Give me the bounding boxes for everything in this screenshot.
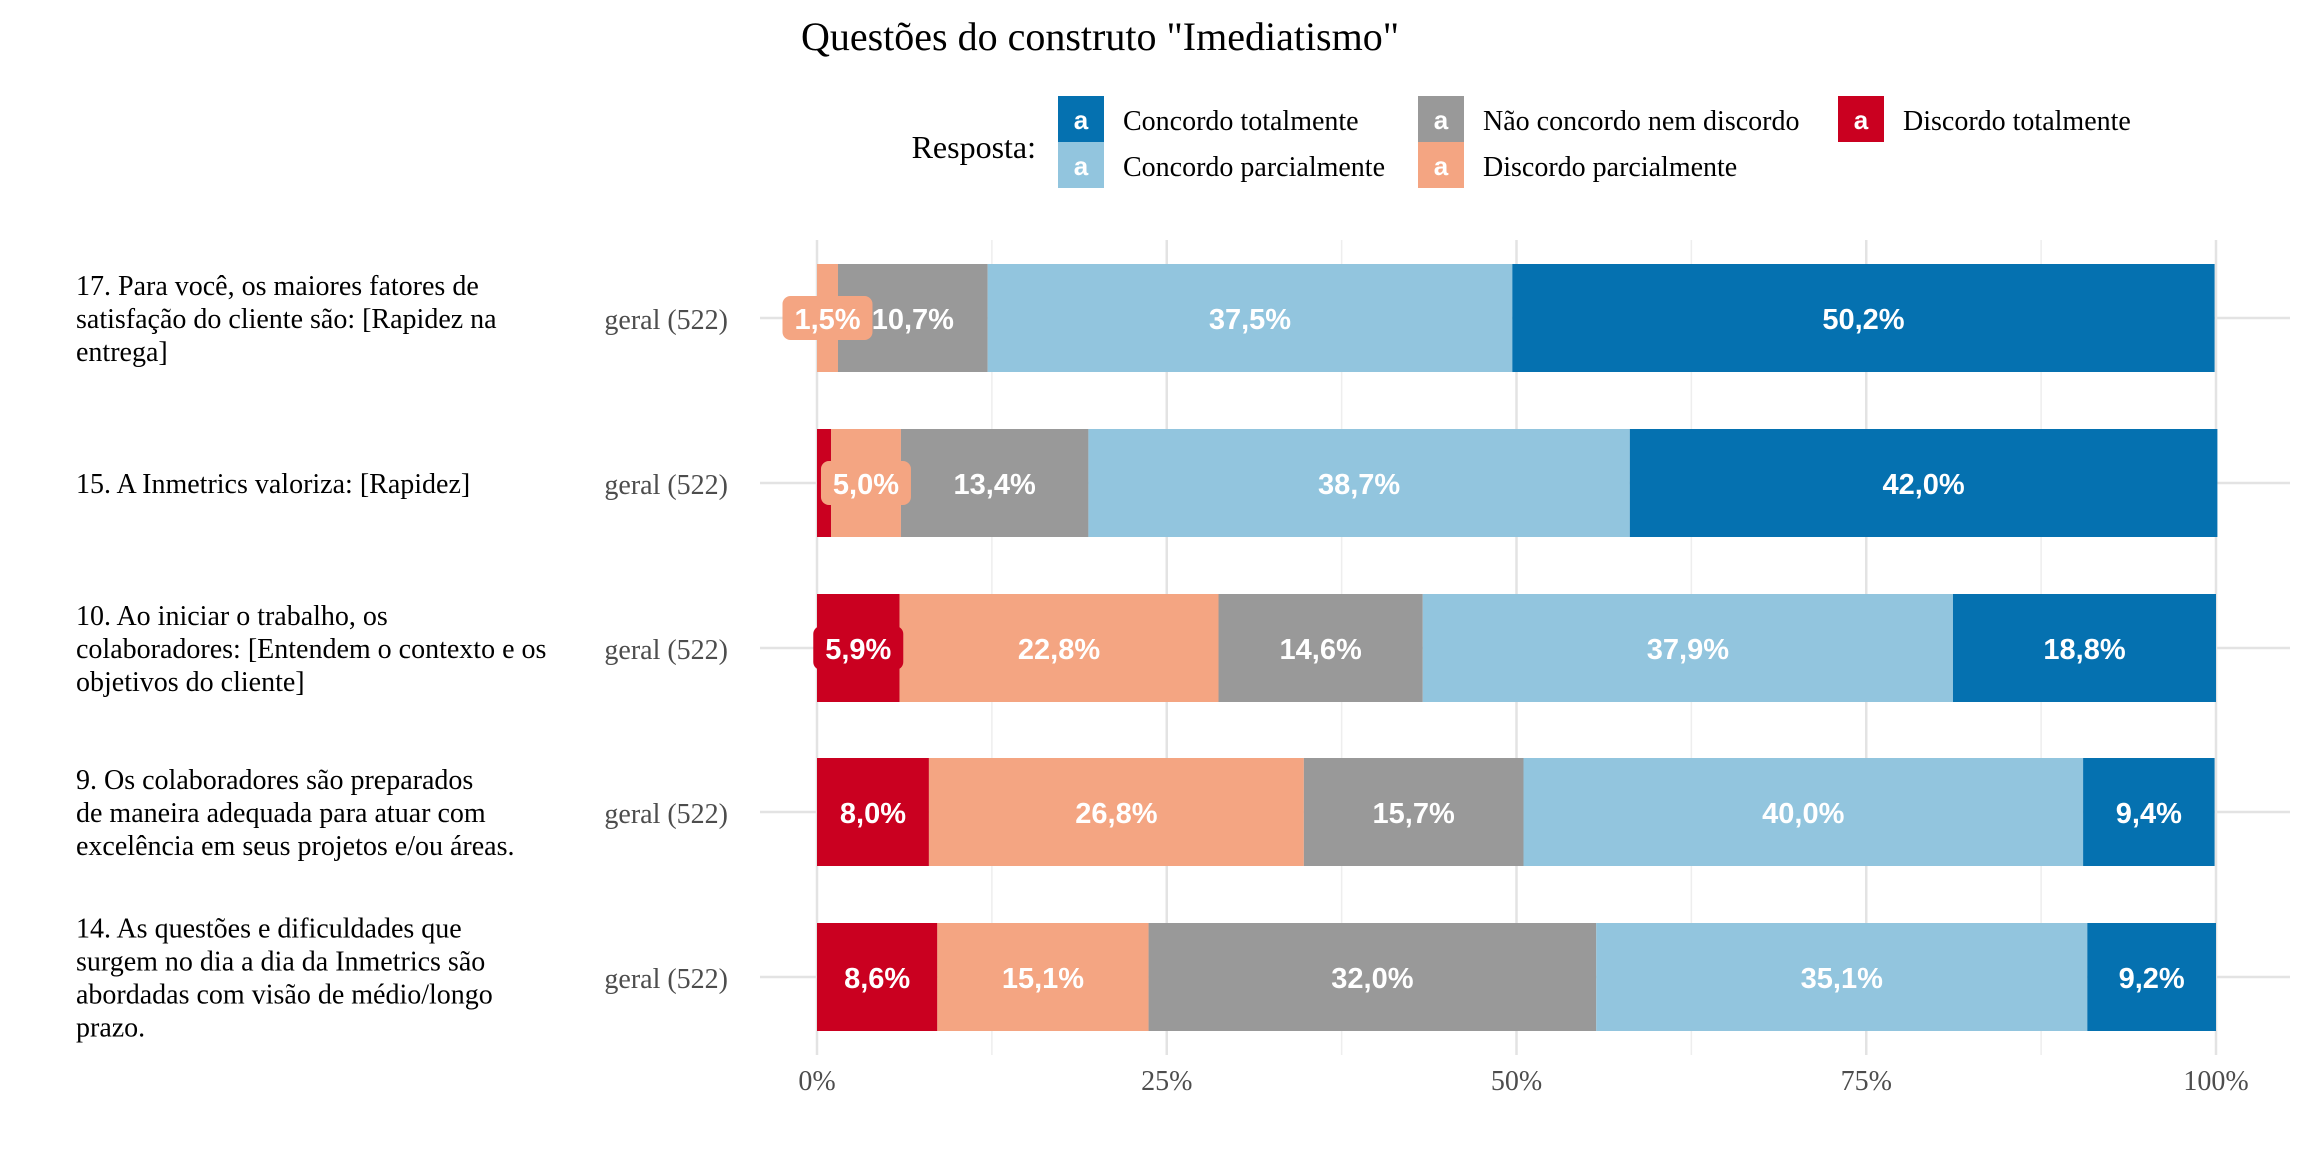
bar-segment — [937, 923, 1149, 1031]
data-label: 8,0% — [840, 798, 906, 830]
question-label: 17. Para você, os maiores fatores de sati… — [76, 271, 497, 368]
data-label: 50,2% — [1822, 304, 1904, 336]
legend-swatch — [1838, 96, 1884, 142]
data-label: 18,8% — [2043, 634, 2125, 666]
data-label: 40,0% — [1762, 798, 1844, 830]
question-label-line: colaboradores: [Entendem o contexto e os — [76, 634, 546, 665]
data-label: 37,5% — [1209, 304, 1291, 336]
bar-segment — [900, 429, 1089, 537]
data-label-box — [782, 296, 873, 340]
chart-title: Questões do construto "Imediatismo" — [801, 14, 1399, 59]
data-label: 13,4% — [954, 469, 1036, 501]
data-label: 15,7% — [1373, 798, 1455, 830]
legend-item-label: Discordo totalmente — [1903, 106, 2131, 137]
legend-swatch — [1058, 142, 1104, 188]
data-label: 15,1% — [1002, 963, 1084, 995]
data-label: 37,9% — [1647, 634, 1729, 666]
question-label-line: 10. Ao iniciar o trabalho, os — [76, 601, 388, 632]
x-tick-label: 25% — [1141, 1066, 1192, 1097]
legend-item-label: Não concordo nem discordo — [1483, 106, 1799, 137]
bar-segment — [987, 264, 1513, 372]
question-label-line: entrega] — [76, 337, 168, 368]
x-tick-label: 50% — [1491, 1066, 1542, 1097]
legend-swatch-letter: a — [1074, 105, 1089, 135]
bar-segment — [817, 923, 938, 1031]
data-label: 5,0% — [833, 469, 899, 501]
data-label-box — [813, 626, 904, 670]
bar-segment — [1422, 594, 1953, 702]
legend-item-label: Concordo totalmente — [1123, 106, 1359, 137]
legend-swatch — [1418, 96, 1464, 142]
data-label: 10,7% — [872, 304, 954, 336]
data-label: 8,6% — [844, 963, 910, 995]
question-label-line: de maneira adequada para atuar com — [76, 798, 486, 829]
question-label-line: 9. Os colaboradores são preparados — [76, 765, 473, 796]
data-label: 38,7% — [1318, 469, 1400, 501]
axes: geral (522) 17. Para você, os maiores fat… — [76, 271, 2249, 1097]
question-label: 9. Os colaboradores são preparados de man… — [76, 765, 514, 862]
question-label: 14. As questões e dificuldades que surgem… — [76, 914, 493, 1044]
legend-swatch-letter: a — [1434, 151, 1449, 181]
group-label: geral (522) — [604, 635, 728, 666]
bar-segment — [1512, 264, 2215, 372]
bar-segment — [1088, 429, 1630, 537]
bar-segment — [817, 758, 929, 866]
legend-swatch-letter: a — [1854, 105, 1869, 135]
question-label: 10. Ao iniciar o trabalho, os colaborador… — [76, 601, 546, 698]
question-label-line: prazo. — [76, 1013, 145, 1044]
data-label: 32,0% — [1331, 963, 1413, 995]
question-label-line: 17. Para você, os maiores fatores de — [76, 271, 479, 302]
question-label-line: objetivos do cliente] — [76, 667, 305, 698]
legend-item-label: Discordo parcialmente — [1483, 152, 1737, 183]
legend-title: Resposta: — [912, 129, 1036, 165]
data-label: 14,6% — [1280, 634, 1362, 666]
question-label-line: surgem no dia a dia da Inmetrics são — [76, 947, 485, 978]
data-label: 9,2% — [2119, 963, 2185, 995]
legend-item-label: Concordo parcialmente — [1123, 152, 1385, 183]
bar-segment — [1303, 758, 1524, 866]
question-label-line: excelência em seus projetos e/ou áreas. — [76, 831, 514, 862]
data-label: 35,1% — [1801, 963, 1883, 995]
bar-segment — [2083, 758, 2215, 866]
data-labels: 1,5% 10,7% 37,5% 50,2% 5,0% 13,4% 38,7% 42,0% 5,… — [782, 296, 2185, 995]
question-label-line: 15. A Inmetrics valoriza: [Rapidez] — [76, 469, 470, 500]
bar-segment — [1596, 923, 2088, 1031]
data-label: 9,4% — [2116, 798, 2182, 830]
bar-segment — [1218, 594, 1423, 702]
legend-swatch — [1058, 96, 1104, 142]
bar-segment — [928, 758, 1304, 866]
question-label-line: satisfação do cliente são: [Rapidez na — [76, 304, 497, 335]
legend-swatch — [1418, 142, 1464, 188]
bar-segment — [1148, 923, 1597, 1031]
legend-swatch-letter: a — [1434, 105, 1449, 135]
group-label: geral (522) — [604, 470, 728, 501]
group-label: geral (522) — [604, 305, 728, 336]
data-label: 26,8% — [1075, 798, 1157, 830]
question-label-line: 14. As questões e dificuldades que — [76, 914, 462, 945]
bar-segment — [2087, 923, 2216, 1031]
data-label-box — [820, 461, 911, 505]
bar-segment — [1952, 594, 2216, 702]
x-tick-label: 100% — [2183, 1066, 2248, 1097]
x-tick-label: 75% — [1841, 1066, 1892, 1097]
question-label: 15. A Inmetrics valoriza: [Rapidez] — [76, 469, 470, 500]
bar-segment — [1629, 429, 2218, 537]
data-label: 22,8% — [1018, 634, 1100, 666]
legend: a Concordo totalmente a Concordo parcialmen… — [1058, 96, 2131, 188]
bar-segment — [1523, 758, 2084, 866]
legend-swatch-letter: a — [1074, 151, 1089, 181]
group-label: geral (522) — [604, 799, 728, 830]
bar-segment — [899, 594, 1219, 702]
group-label: geral (522) — [604, 964, 728, 995]
data-label: 5,9% — [825, 634, 891, 666]
data-label: 1,5% — [794, 304, 860, 336]
question-label-line: abordadas com visão de médio/longo — [76, 980, 493, 1011]
x-tick-label: 0% — [798, 1066, 835, 1097]
data-label: 42,0% — [1882, 469, 1964, 501]
